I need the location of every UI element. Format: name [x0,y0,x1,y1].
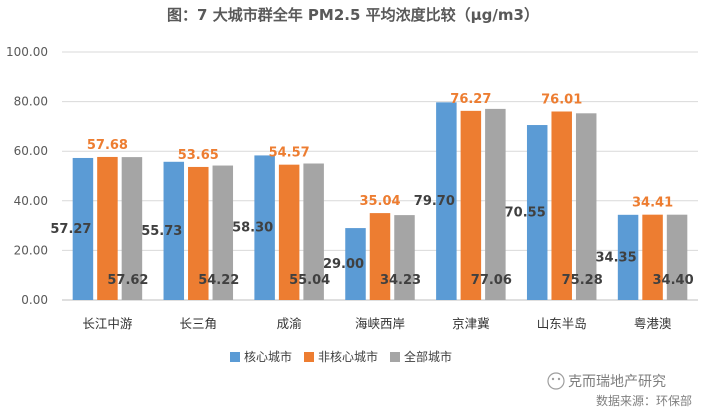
x-category-label: 长江中游 [82,316,133,331]
y-tick-label: 0.00 [21,293,48,307]
bar [369,213,391,300]
data-label: 34.23 [380,273,421,288]
data-label: 54.57 [269,146,310,161]
data-label: 76.27 [450,92,491,107]
bar [460,110,482,300]
wechat-icon [547,372,565,390]
y-axis-ticks: 0.00 20.00 40.00 60.00 80.00 100.00 [6,45,48,307]
bar [617,214,639,300]
data-label: 54.22 [198,273,239,288]
legend-label: 全部城市 [404,349,452,364]
watermark-text: 克而瑞地产研究 [568,374,666,390]
legend-swatch [230,352,240,362]
data-label: 57.27 [50,222,91,237]
bar [642,214,663,300]
bar [436,102,457,301]
data-label: 29.00 [323,257,364,272]
data-labels: 57.27 57.68 57.62 55.73 53.65 54.22 58.30 54.57… [50,92,693,288]
y-tick-label: 40.00 [14,194,48,208]
data-label: 35.04 [359,194,400,209]
y-tick-label: 100.00 [6,45,48,59]
data-label: 57.62 [107,273,148,288]
chart-title: 图：7 大城市群全年 PM2.5 平均浓度比较（μg/m3） [167,6,539,24]
bar [121,157,143,300]
y-tick-label: 20.00 [14,243,48,257]
bar [254,155,275,300]
bar [575,113,597,300]
y-tick-label: 60.00 [14,144,48,158]
bar [526,125,548,300]
bar [212,165,234,300]
wechat-icon-eye-left [551,377,555,381]
data-label: 34.41 [632,196,673,211]
data-label: 76.01 [541,92,582,107]
bar [485,108,506,300]
data-label: 58.30 [232,221,273,236]
x-category-label: 成渝 [277,316,303,331]
legend-label: 非核心城市 [318,349,378,364]
y-tick-label: 80.00 [14,95,48,109]
data-label: 57.68 [87,138,128,153]
legend: 核心城市 非核心城市 全部城市 [230,349,452,364]
bar [72,157,94,300]
bar [97,156,118,300]
legend-swatch [390,352,400,362]
x-category-label: 粤港澳 [634,316,672,331]
data-label: 55.73 [141,224,182,239]
data-label: 79.70 [414,194,455,209]
data-label: 70.55 [505,206,546,221]
data-label: 34.35 [596,250,637,265]
wechat-icon-eye-right [557,377,561,381]
source-note: 数据来源：环保部 [596,393,692,408]
watermark: 克而瑞地产研究 [547,372,666,390]
data-label: 55.04 [289,273,330,288]
x-axis-categories: 长江中游 长三角 成渝 海峡西岸 京津冀 山东半岛 粤港澳 [82,316,671,331]
x-category-label: 海峡西岸 [355,316,405,331]
bar [163,161,185,300]
x-category-label: 京津冀 [452,316,490,331]
bars [72,102,688,301]
bar [188,166,209,300]
bar [666,214,688,300]
x-category-label: 山东半岛 [537,316,587,331]
bar [345,228,366,300]
legend-label: 核心城市 [244,349,292,364]
data-label: 34.40 [653,273,694,288]
data-label: 53.65 [178,148,219,163]
bar [278,164,300,300]
bar [303,163,324,300]
x-category-label: 长三角 [180,316,218,331]
bar [551,111,572,300]
bar [394,215,415,300]
data-label: 77.06 [471,273,512,288]
legend-swatch [304,352,314,362]
data-label: 75.28 [562,273,603,288]
